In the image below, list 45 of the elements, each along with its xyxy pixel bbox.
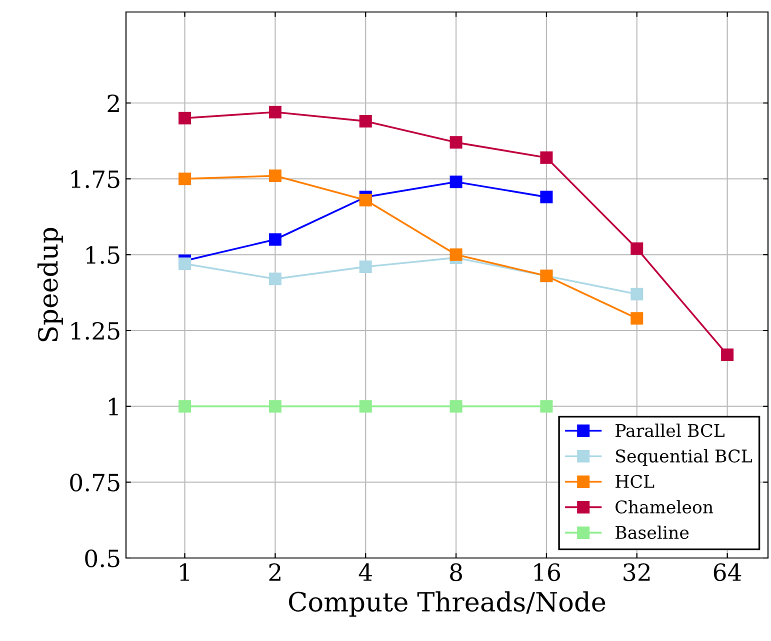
legend-label: HCL	[616, 474, 654, 488]
x-tick-label: 1	[180, 563, 189, 581]
point	[268, 272, 282, 286]
legend-label: Sequential BCL	[616, 449, 752, 466]
x-tick-label: 32	[624, 563, 650, 582]
x-tick-label: 2	[269, 563, 280, 581]
point	[178, 112, 192, 124]
legend-label: Chameleon	[616, 500, 714, 514]
y-tick-label: 2	[108, 94, 119, 112]
point	[268, 233, 282, 246]
point	[450, 400, 462, 413]
point	[540, 190, 553, 204]
x-axis-title: Compute Threads/Node	[288, 591, 606, 617]
point	[359, 400, 372, 413]
legend-label: Parallel BCL	[616, 424, 724, 438]
y-axis-title: Speedup	[37, 228, 64, 342]
x-tick-label: 4	[358, 563, 372, 581]
point	[268, 106, 282, 118]
x-tick-label: 16	[534, 563, 560, 582]
y-tick-label: 1	[109, 398, 118, 416]
point	[268, 170, 282, 182]
point	[178, 172, 192, 186]
point	[178, 258, 192, 270]
point	[450, 136, 462, 149]
point	[359, 114, 372, 128]
legend-label: Baseline	[616, 526, 689, 540]
point	[721, 348, 734, 362]
x-tick-label: 8	[450, 563, 462, 582]
point	[450, 176, 462, 188]
point	[630, 312, 644, 325]
y-tick-label: 1.5	[86, 246, 120, 264]
y-tick-label: 1.75	[71, 170, 120, 188]
point	[359, 260, 372, 274]
y-tick-label: 0.5	[85, 549, 120, 568]
x-tick-label: 64	[714, 563, 742, 582]
point	[268, 400, 282, 413]
point	[630, 242, 644, 255]
point	[450, 248, 462, 261]
point	[359, 194, 372, 206]
y-tick-label: 0.75	[70, 474, 120, 492]
point	[540, 400, 553, 413]
point	[540, 151, 553, 164]
point	[630, 288, 644, 300]
y-tick-label: 1.25	[71, 322, 120, 340]
point	[178, 400, 192, 413]
